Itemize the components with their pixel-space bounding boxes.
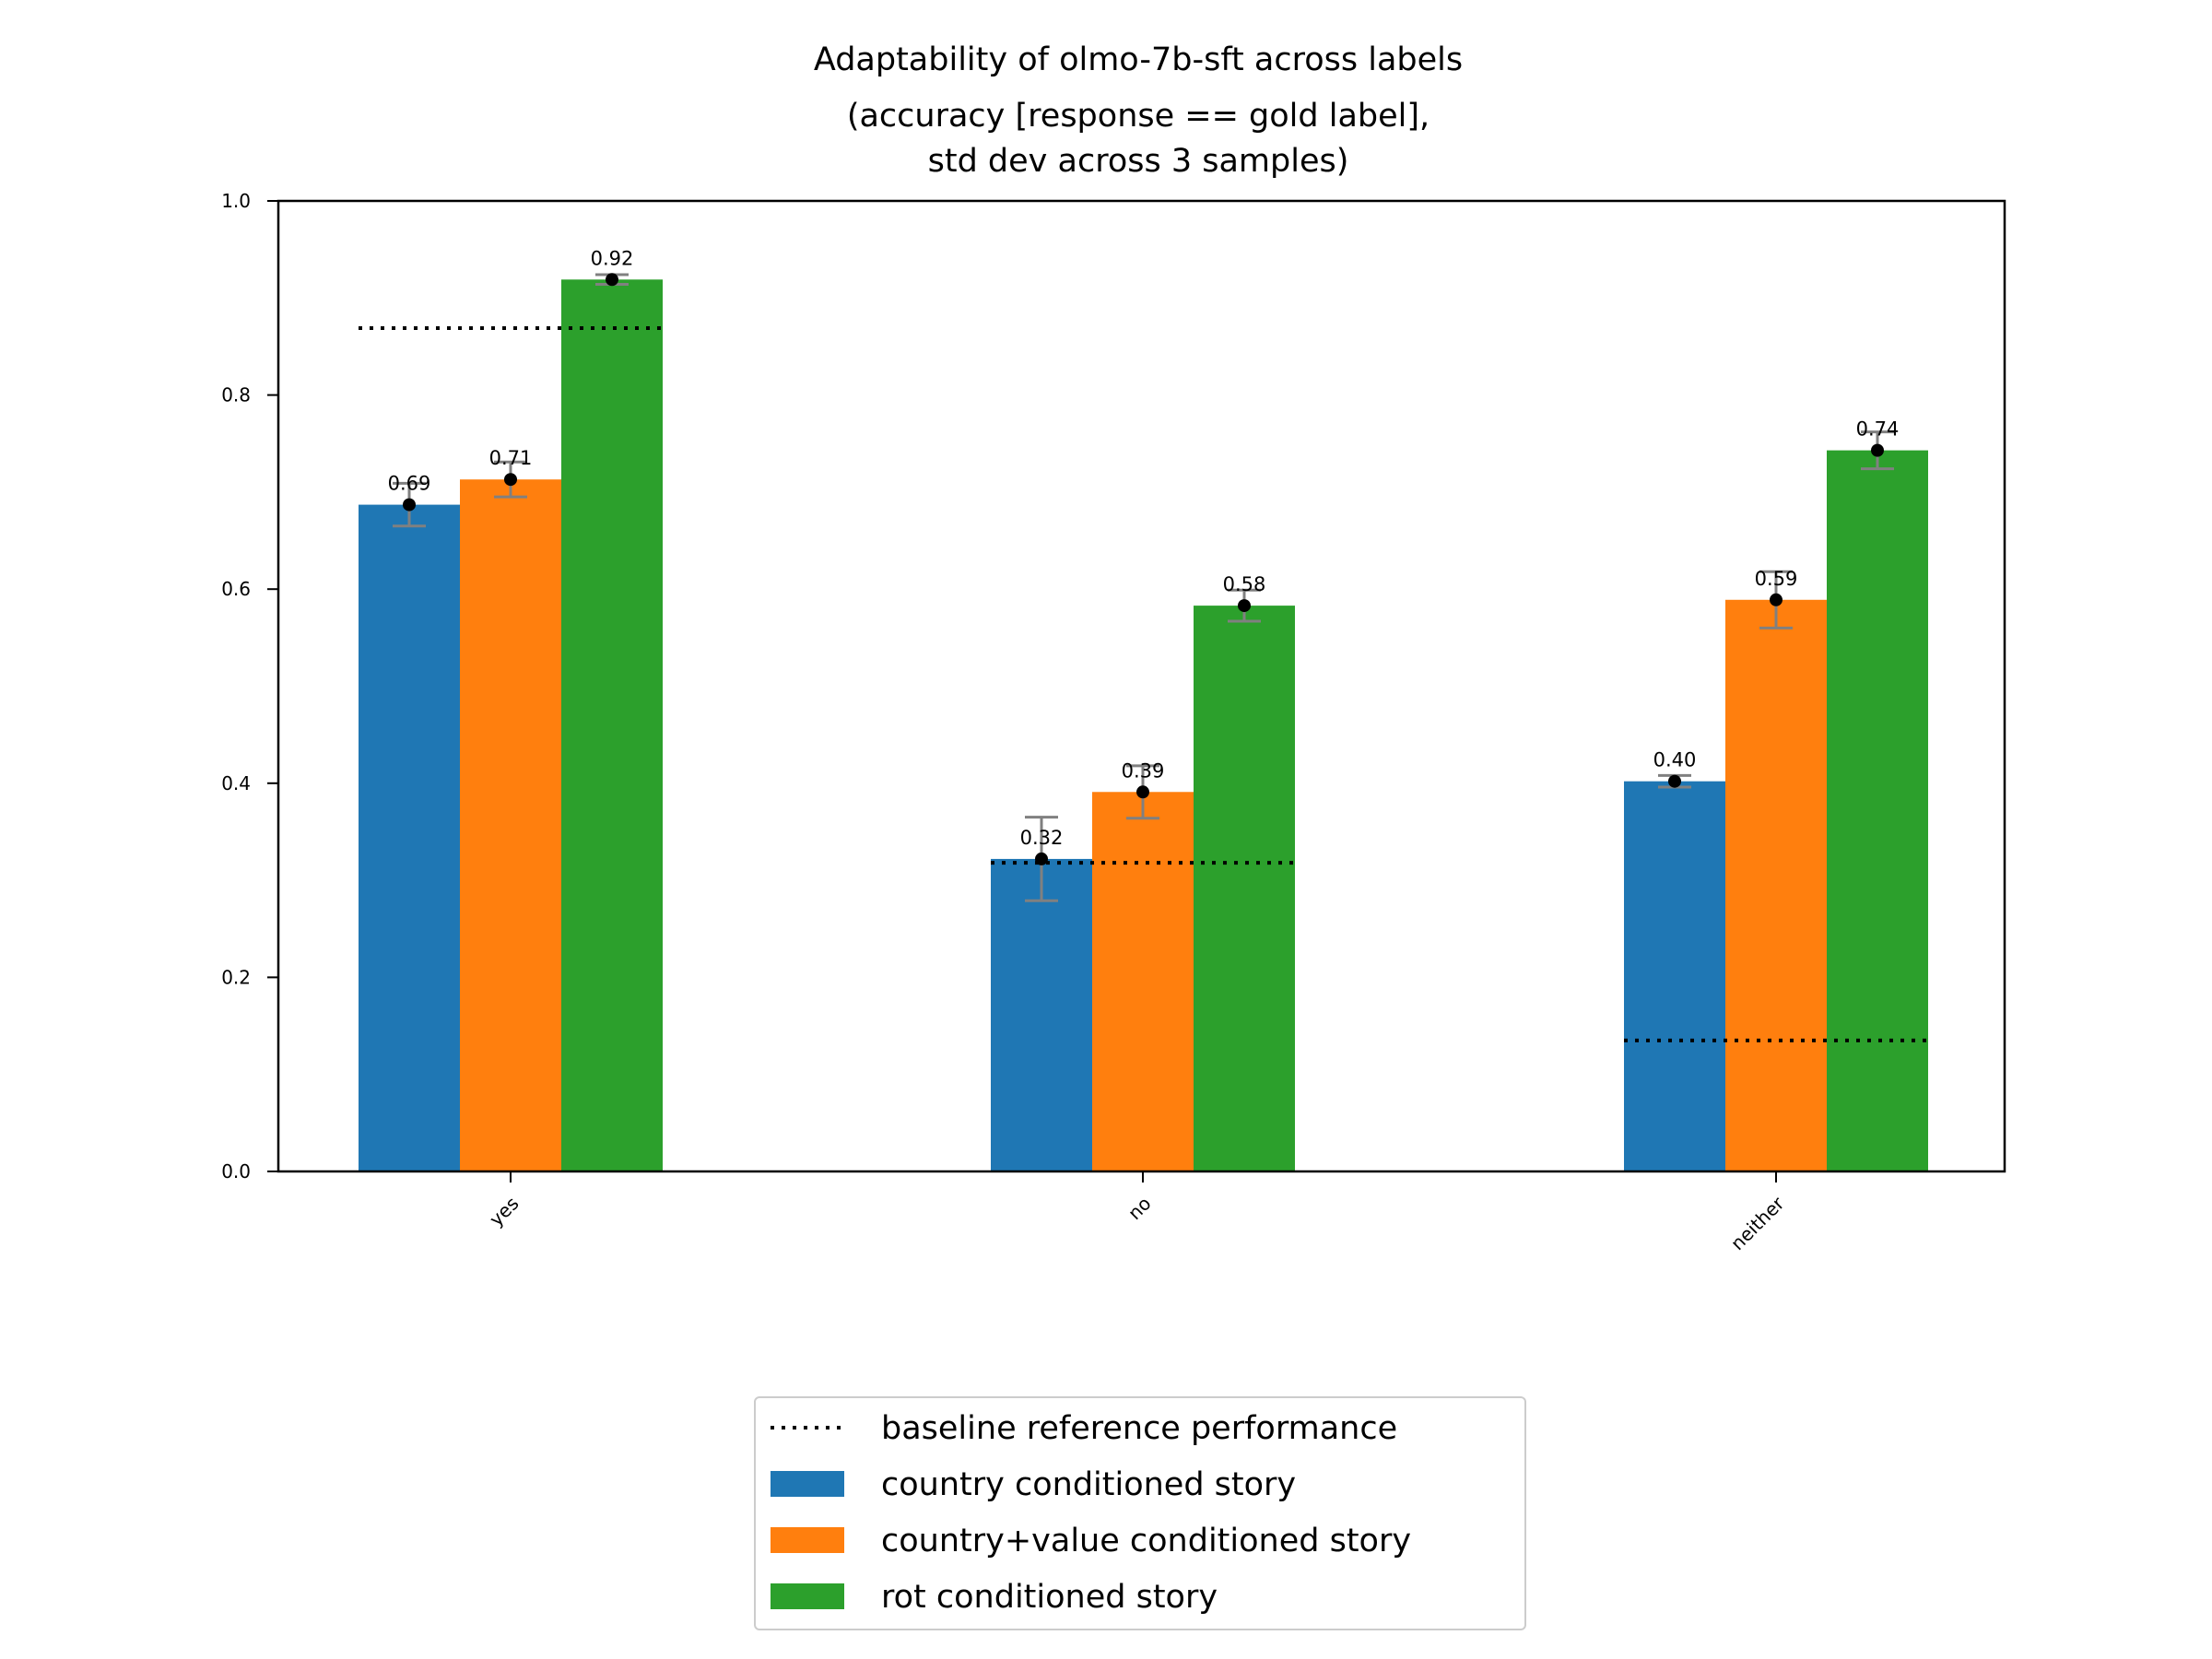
legend-country-label: country conditioned story — [881, 1466, 1296, 1503]
axes-frame — [276, 199, 2006, 1173]
legend-frame — [754, 1396, 1526, 1630]
y-tick-label-5: 1.0 — [221, 190, 251, 212]
mean-point-no-series-1 — [1136, 785, 1149, 799]
y-tick-label-0: 0.0 — [221, 1160, 251, 1182]
y-tick-label-4: 0.8 — [221, 384, 251, 406]
chart-title: Adaptability of olmo-7b-sft across label… — [814, 41, 1463, 180]
bar-no-series-1 — [1092, 792, 1194, 1171]
mean-point-yes-series-2 — [606, 273, 618, 287]
data-label-neither-series-2: 0.74 — [1856, 418, 1900, 441]
y-tick-label-3: 0.6 — [221, 578, 251, 600]
legend-country-value-swatch — [771, 1527, 844, 1553]
mean-point-no-series-2 — [1238, 599, 1251, 613]
mean-point-yes-series-1 — [504, 473, 517, 487]
bar-yes-series-2 — [561, 279, 663, 1172]
mean-point-yes-series-0 — [403, 498, 416, 512]
bar-no-series-0 — [991, 858, 1092, 1171]
data-label-neither-series-1: 0.59 — [1755, 568, 1798, 590]
data-label-no-series-1: 0.39 — [1122, 759, 1165, 782]
plot-area: 0.69 0.32 0.40 0.71 0.39 0.59 0.92 0.58 0.74 0.0 0… — [221, 190, 2006, 1254]
mean-point-neither-series-2 — [1871, 443, 1884, 457]
data-label-no-series-0: 0.32 — [1020, 827, 1064, 849]
data-label-yes-series-1: 0.71 — [489, 447, 533, 469]
chart-title-line-1: Adaptability of olmo-7b-sft across label… — [814, 41, 1463, 78]
legend-rot-swatch — [771, 1583, 844, 1609]
data-label-neither-series-0: 0.40 — [1653, 749, 1697, 771]
bar-no-series-2 — [1194, 606, 1295, 1171]
data-label-yes-series-0: 0.69 — [388, 473, 431, 495]
bar-neither-series-2 — [1827, 450, 1928, 1172]
bar-neither-series-1 — [1725, 599, 1827, 1171]
legend-baseline-label: baseline reference performance — [881, 1410, 1397, 1447]
y-tick-label-2: 0.4 — [221, 772, 251, 794]
legend-country-swatch — [771, 1471, 844, 1497]
chart-title-line-2: (accuracy [response == gold label], — [847, 98, 1430, 135]
mean-point-neither-series-1 — [1770, 593, 1783, 606]
chart-title-line-3: std dev across 3 samples) — [928, 143, 1349, 180]
data-label-no-series-2: 0.58 — [1223, 573, 1266, 595]
y-tick-label-1: 0.2 — [221, 966, 251, 988]
legend-country-value-label: country+value conditioned story — [881, 1523, 1411, 1559]
legend: baseline reference performance country c… — [754, 1396, 1526, 1630]
mean-point-neither-series-0 — [1668, 774, 1681, 788]
data-label-yes-series-2: 0.92 — [591, 247, 634, 269]
bar-yes-series-1 — [460, 479, 561, 1171]
legend-rot-label: rot conditioned story — [881, 1579, 1218, 1616]
bar-yes-series-0 — [359, 504, 460, 1171]
bar-neither-series-0 — [1624, 781, 1725, 1171]
